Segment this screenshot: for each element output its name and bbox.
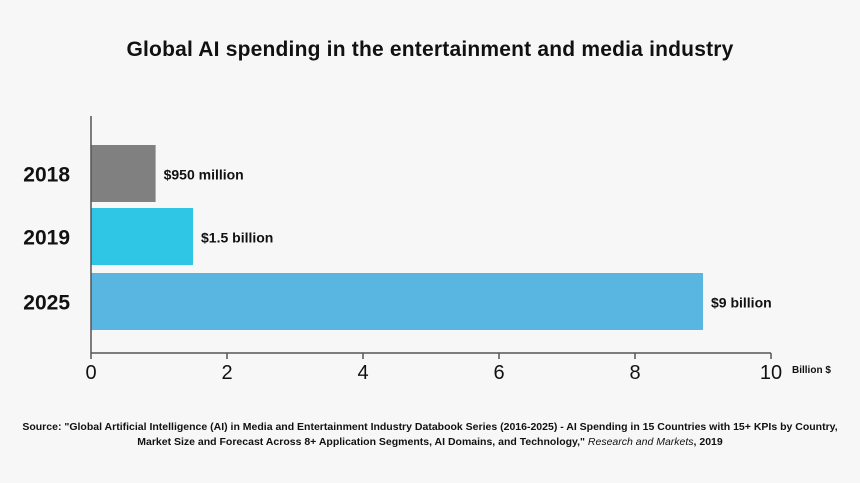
bar-2025 (91, 273, 703, 330)
x-tick-label-2: 2 (221, 362, 232, 384)
data-label-2019: $1.5 billion (201, 230, 273, 246)
bar-2019 (91, 208, 193, 265)
x-tick-label-8: 8 (629, 362, 640, 384)
category-label-2018: 2018 (23, 164, 70, 187)
source-publisher: Research and Markets (587, 436, 694, 448)
data-label-2018: $950 million (164, 167, 244, 183)
source-text: Source: "Global Artificial Intelligence … (22, 421, 838, 448)
x-axis-label: Billion $ (792, 365, 831, 376)
chart-title: Global AI spending in the entertainment … (126, 38, 734, 61)
source-year: , 2019 (693, 436, 723, 448)
data-label-2025: $9 billion (711, 295, 772, 311)
x-tick-label-0: 0 (85, 362, 96, 384)
x-tick-label-10: 10 (760, 362, 782, 384)
source-note: Source: "Global Artificial Intelligence … (20, 420, 840, 450)
x-tick-label-4: 4 (357, 362, 368, 384)
bar-2018 (91, 145, 156, 202)
x-tick-label-6: 6 (493, 362, 504, 384)
category-label-2025: 2025 (23, 292, 70, 315)
category-label-2019: 2019 (23, 227, 70, 250)
